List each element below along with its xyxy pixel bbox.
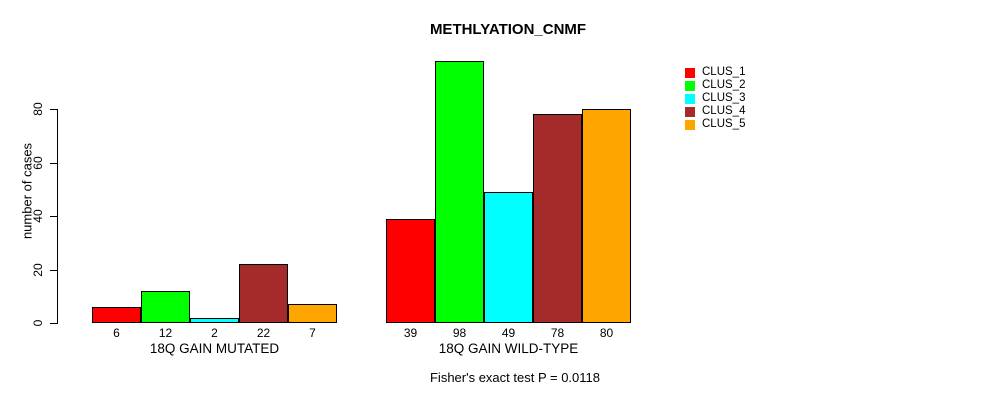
bar-value-label: 80 — [599, 326, 614, 340]
bar-value-label: 22 — [256, 326, 271, 340]
bar-clus_2 — [141, 291, 190, 323]
x-group-label: 18Q GAIN WILD-TYPE — [438, 341, 579, 356]
bar-clus_4 — [239, 264, 288, 323]
bar-value-label: 39 — [403, 326, 418, 340]
legend-swatch — [685, 106, 695, 117]
y-axis-tick — [50, 109, 57, 110]
x-group-label: 18Q GAIN MUTATED — [149, 341, 280, 356]
chart-title: METHLYATION_CNMF — [429, 21, 587, 38]
annotation-text: Fisher's exact test P = 0.0118 — [429, 370, 601, 385]
bar-value-label: 6 — [113, 326, 120, 340]
y-axis-tick-label: 0 — [31, 319, 45, 327]
bar-value-label: 12 — [158, 326, 173, 340]
y-axis-tick-label: 60 — [31, 156, 45, 170]
y-axis-tick-label: 40 — [31, 209, 45, 223]
legend-label: CLUS_4 — [702, 105, 746, 117]
y-axis-tick — [50, 216, 57, 217]
legend-item: CLUS_5 — [685, 118, 745, 131]
bar-clus_3 — [190, 318, 239, 323]
bar-clus_2 — [435, 61, 484, 323]
legend-label: CLUS_5 — [702, 118, 746, 130]
bar-value-label: 7 — [309, 326, 316, 340]
legend-swatch — [685, 67, 695, 78]
bar-clus_3 — [484, 192, 533, 323]
y-axis-tick — [50, 323, 57, 324]
y-axis-line — [57, 109, 58, 324]
legend-item: CLUS_2 — [685, 79, 745, 92]
bar-value-label: 78 — [550, 326, 565, 340]
bar-clus_1 — [386, 219, 435, 323]
y-axis-tick — [50, 270, 57, 271]
legend-swatch — [685, 93, 695, 104]
bar-value-label: 98 — [452, 326, 467, 340]
bar-clus_5 — [582, 109, 631, 323]
bar-value-label: 2 — [211, 326, 218, 340]
bar-clus_5 — [288, 304, 337, 323]
legend-swatch — [685, 119, 695, 130]
legend-item: CLUS_4 — [685, 105, 745, 118]
legend-item: CLUS_3 — [685, 92, 745, 105]
legend-label: CLUS_1 — [702, 66, 746, 78]
y-axis-tick — [50, 163, 57, 164]
bar-clus_4 — [533, 114, 582, 323]
legend-swatch — [685, 80, 695, 91]
legend: CLUS_1 CLUS_2 CLUS_3 CLUS_4 CLUS_5 — [685, 66, 745, 131]
legend-label: CLUS_2 — [702, 79, 746, 91]
y-axis-tick-label: 80 — [31, 102, 45, 116]
y-axis-tick-label: 20 — [31, 263, 45, 277]
legend-item: CLUS_1 — [685, 66, 745, 79]
bar-clus_1 — [92, 307, 141, 323]
bar-value-label: 49 — [501, 326, 516, 340]
legend-label: CLUS_3 — [702, 92, 746, 104]
